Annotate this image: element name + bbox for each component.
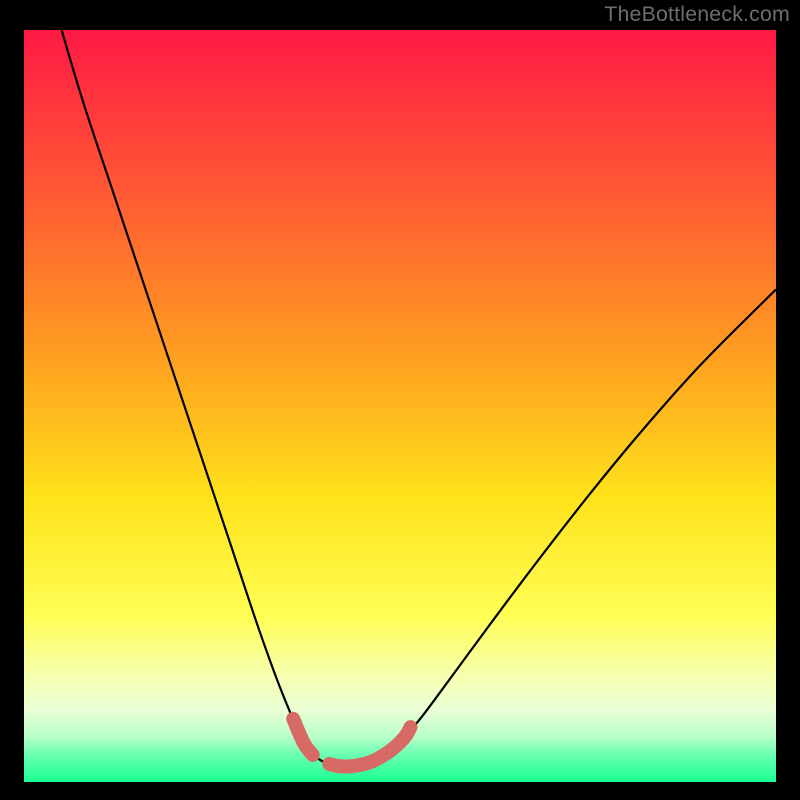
- plot-area: [24, 30, 776, 782]
- curve-layer: [24, 30, 776, 782]
- watermark-text: TheBottleneck.com: [604, 2, 790, 27]
- main-curve: [62, 30, 776, 767]
- chart-stage: TheBottleneck.com: [0, 0, 800, 800]
- highlight-segment-1: [329, 727, 410, 766]
- highlight-segment-0: [293, 719, 313, 755]
